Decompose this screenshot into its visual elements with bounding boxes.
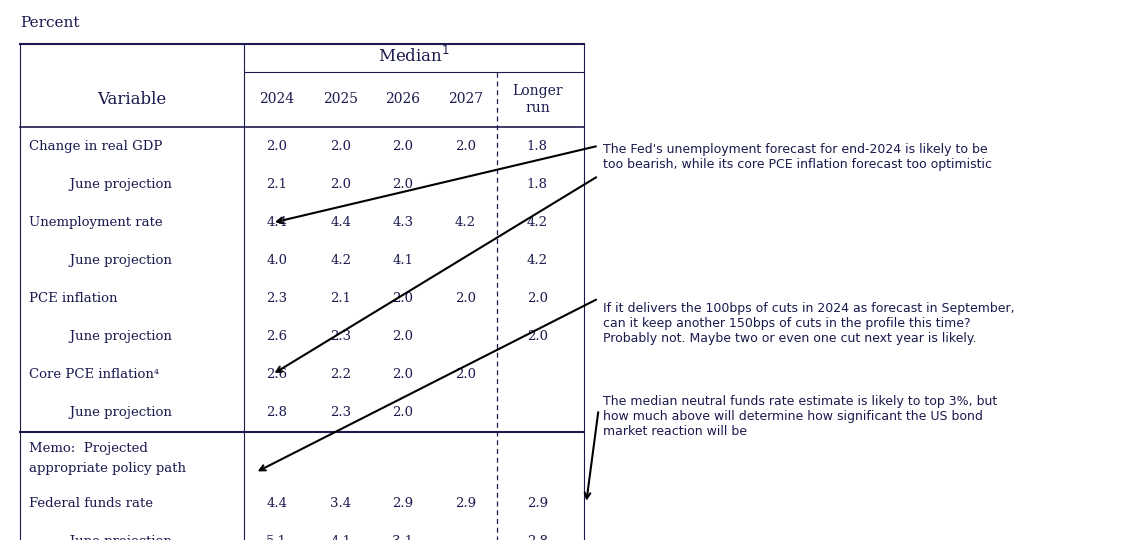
Text: 2.6: 2.6 <box>266 368 287 381</box>
Text: 2024: 2024 <box>259 92 294 106</box>
Text: The Fed's unemployment forecast for end-2024 is likely to be
too bearish, while : The Fed's unemployment forecast for end-… <box>603 143 992 171</box>
Text: June projection: June projection <box>57 178 171 191</box>
Text: 2.1: 2.1 <box>330 292 352 305</box>
Text: 1.8: 1.8 <box>527 178 548 191</box>
Text: 2.2: 2.2 <box>330 368 352 381</box>
Text: appropriate policy path: appropriate policy path <box>29 462 186 475</box>
Text: 2.0: 2.0 <box>455 368 476 381</box>
Text: 4.2: 4.2 <box>455 217 476 230</box>
Text: If it delivers the 100bps of cuts in 2024 as forecast in September,
can it keep : If it delivers the 100bps of cuts in 202… <box>603 302 1015 346</box>
Text: PCE inflation: PCE inflation <box>29 292 118 305</box>
Text: 2.3: 2.3 <box>330 406 352 419</box>
Text: Change in real GDP: Change in real GDP <box>29 140 163 153</box>
Text: 2027: 2027 <box>448 92 483 106</box>
Text: 2.0: 2.0 <box>392 140 414 153</box>
Text: The median neutral funds rate estimate is likely to top 3%, but
how much above w: The median neutral funds rate estimate i… <box>603 395 998 438</box>
Text: 4.2: 4.2 <box>527 217 548 230</box>
Text: 2.0: 2.0 <box>266 140 287 153</box>
Text: 4.1: 4.1 <box>330 535 352 540</box>
Text: Memo:  Projected: Memo: Projected <box>29 442 149 455</box>
Text: 2.8: 2.8 <box>266 406 287 419</box>
Text: 2.0: 2.0 <box>527 330 548 343</box>
Text: 2.3: 2.3 <box>330 330 352 343</box>
Text: Variable: Variable <box>98 91 167 108</box>
Text: 4.1: 4.1 <box>392 254 414 267</box>
Text: 4.0: 4.0 <box>266 254 287 267</box>
Text: June projection: June projection <box>57 406 171 419</box>
Text: 2.0: 2.0 <box>330 140 352 153</box>
Text: 2.9: 2.9 <box>392 497 414 510</box>
Text: 4.4: 4.4 <box>330 217 352 230</box>
Text: 2.0: 2.0 <box>527 292 548 305</box>
Text: 3.1: 3.1 <box>392 535 414 540</box>
Text: 2.0: 2.0 <box>392 368 414 381</box>
Text: Median$^1$: Median$^1$ <box>378 45 450 65</box>
Text: 4.4: 4.4 <box>266 497 287 510</box>
Text: 2.0: 2.0 <box>392 292 414 305</box>
Text: 2.1: 2.1 <box>266 178 287 191</box>
Text: 4.4: 4.4 <box>266 217 287 230</box>
Text: 2.0: 2.0 <box>455 140 476 153</box>
Text: 2.3: 2.3 <box>266 292 287 305</box>
Text: Federal funds rate: Federal funds rate <box>29 497 153 510</box>
Text: Longer
run: Longer run <box>513 84 562 114</box>
Text: 4.3: 4.3 <box>392 217 414 230</box>
Text: 3.4: 3.4 <box>330 497 352 510</box>
Text: Unemployment rate: Unemployment rate <box>29 217 163 230</box>
Text: Core PCE inflation⁴: Core PCE inflation⁴ <box>29 368 160 381</box>
Text: June projection: June projection <box>57 330 171 343</box>
Text: 2.0: 2.0 <box>392 178 414 191</box>
Text: 4.2: 4.2 <box>527 254 548 267</box>
Text: 2.8: 2.8 <box>527 535 548 540</box>
Text: Percent: Percent <box>20 16 79 30</box>
Text: June projection: June projection <box>57 535 171 540</box>
Text: 1.8: 1.8 <box>527 140 548 153</box>
Text: 5.1: 5.1 <box>266 535 287 540</box>
Text: 2.0: 2.0 <box>330 178 352 191</box>
Text: 2.9: 2.9 <box>527 497 548 510</box>
Text: 2026: 2026 <box>386 92 421 106</box>
Text: 2.0: 2.0 <box>392 330 414 343</box>
Text: 2.0: 2.0 <box>455 292 476 305</box>
Text: June projection: June projection <box>57 254 171 267</box>
Text: 2.9: 2.9 <box>455 497 476 510</box>
Text: 2025: 2025 <box>323 92 358 106</box>
Text: 2.0: 2.0 <box>392 406 414 419</box>
Text: 4.2: 4.2 <box>330 254 352 267</box>
Text: 2.6: 2.6 <box>266 330 287 343</box>
